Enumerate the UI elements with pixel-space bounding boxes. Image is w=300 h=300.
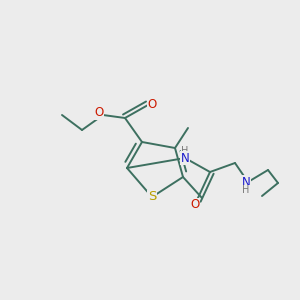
Text: N: N [181,152,189,164]
Text: H: H [181,146,189,156]
Text: O: O [94,106,103,119]
Text: H: H [242,185,250,195]
Text: O: O [190,199,200,212]
Text: N: N [242,176,250,188]
Text: S: S [148,190,156,203]
Text: O: O [147,98,157,112]
